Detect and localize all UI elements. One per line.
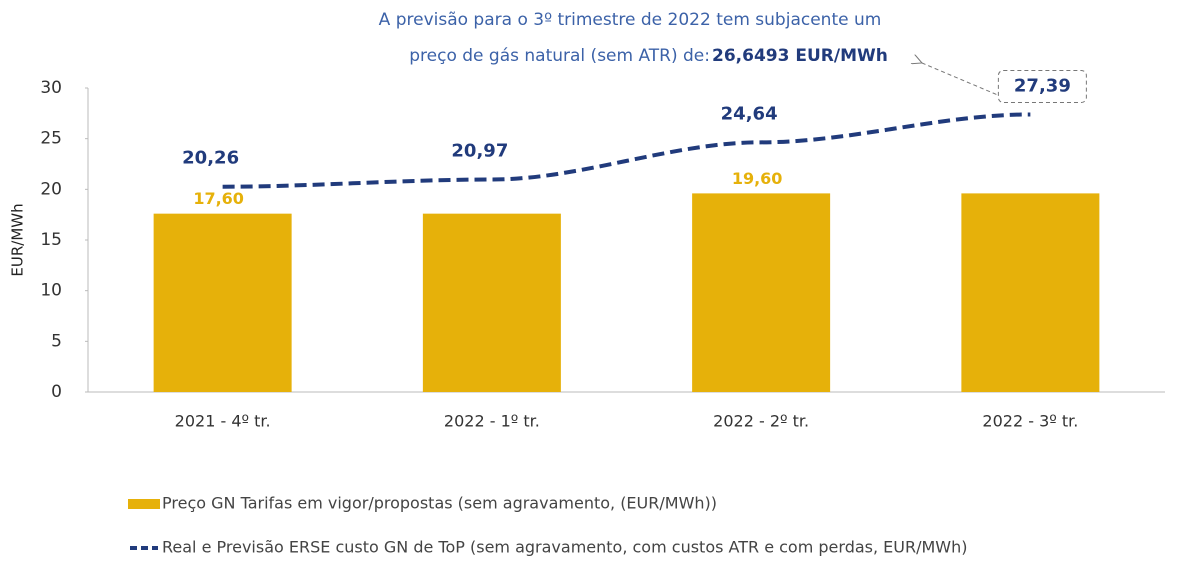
annotation-value: 26,6493 EUR/MWh (712, 46, 888, 66)
legend-label: Real e Previsão ERSE custo GN de ToP (se… (162, 538, 968, 557)
y-tick-label: 25 (40, 129, 62, 149)
line (222, 112, 1031, 189)
legend-swatch (128, 499, 160, 509)
annotation: preço de gás natural (sem ATR) de: (409, 46, 710, 66)
y-tick-label: 15 (40, 230, 62, 250)
x-tick-label: 2022 - 2º tr. (713, 412, 809, 431)
y-tick-label: 5 (51, 331, 62, 351)
bar (422, 213, 561, 392)
line-value-label: 20,97 (451, 141, 508, 162)
y-tick-label: 10 (40, 281, 62, 301)
x-tick-label: 2021 - 4º tr. (175, 412, 271, 431)
x-tick-label: 2022 - 1º tr. (444, 412, 540, 431)
line-value-label: 20,26 (182, 148, 239, 169)
bar (692, 193, 831, 392)
bar (961, 193, 1100, 392)
y-axis-label: EUR/MWh (9, 203, 27, 276)
bar-value-label: 17,60 (193, 189, 244, 208)
callout-box (997, 69, 1087, 103)
callout-arrow (922, 63, 997, 95)
y-tick-label: 0 (51, 382, 62, 402)
annotation: A previsão para o 3º trimestre de 2022 t… (379, 10, 882, 30)
x-tick-label: 2022 - 3º tr. (982, 412, 1078, 431)
y-tick-label: 30 (40, 78, 62, 98)
legend-label: Preço GN Tarifas em vigor/propostas (sem… (162, 494, 717, 513)
y-tick-label: 20 (40, 179, 62, 199)
line-value-label: 24,64 (721, 103, 778, 124)
bar (153, 213, 292, 392)
bar-value-label: 19,60 (732, 169, 783, 188)
line-value-label: 27,39 (1014, 75, 1071, 96)
